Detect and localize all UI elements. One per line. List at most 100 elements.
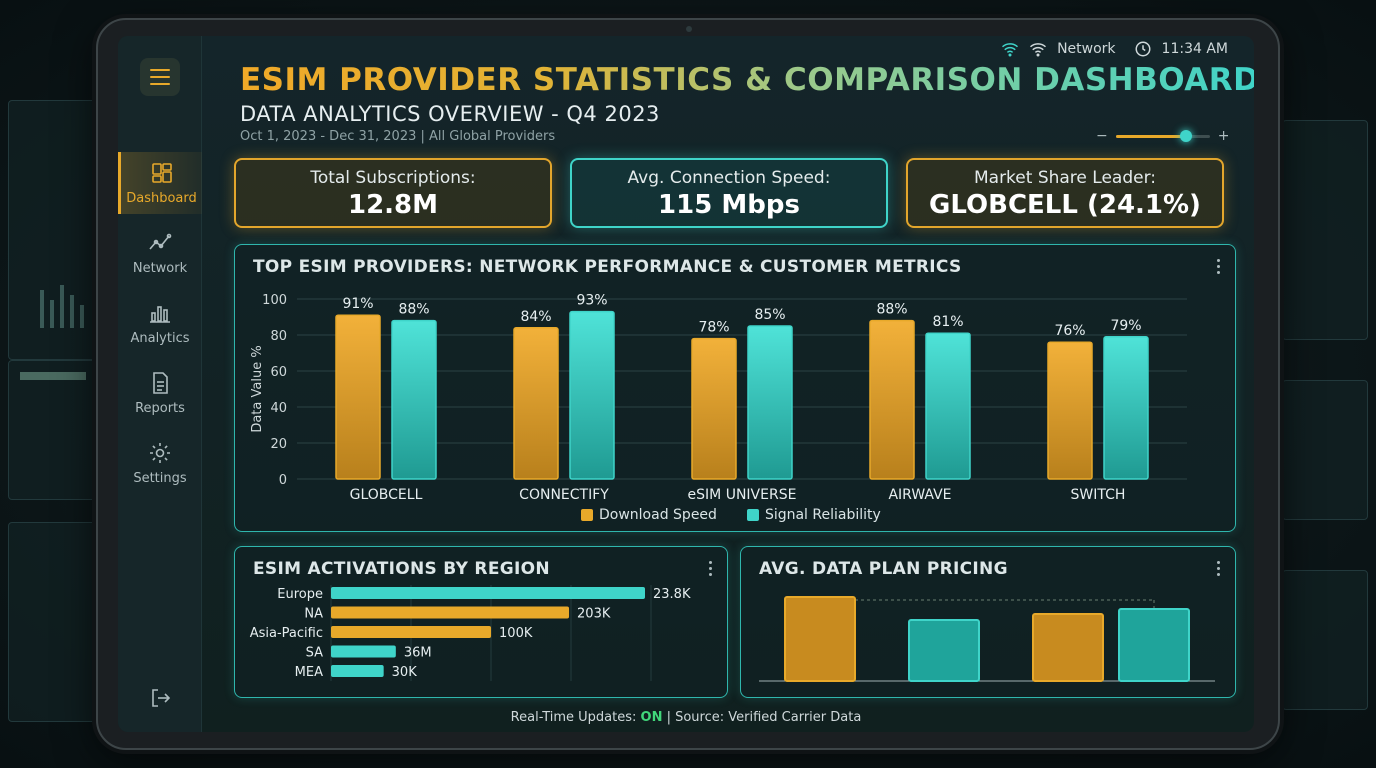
bar-download-speed — [335, 314, 381, 480]
dashboard-icon — [151, 162, 172, 183]
background-bar — [70, 295, 74, 328]
wifi-signal-icon — [1030, 43, 1047, 57]
region-value-label: 23.8K — [653, 587, 691, 602]
panel-title: AVG. DATA PLAN PRICING — [759, 559, 1008, 579]
date-range: Oct 1, 2023 - Dec 31, 2023 | All Global … — [240, 129, 556, 144]
pricing-bar — [908, 619, 980, 682]
zoom-out-button[interactable]: − — [1096, 128, 1108, 144]
sidebar-item-dashboard[interactable]: Dashboard — [118, 152, 202, 214]
background-panel-right — [1282, 120, 1368, 340]
data-label: 88% — [398, 302, 429, 318]
data-plan-pricing-chart — [759, 596, 1215, 682]
x-tick-label: eSIM UNIVERSE — [688, 487, 797, 503]
hamburger-icon — [150, 69, 170, 71]
panel-menu-icon[interactable] — [1217, 259, 1221, 277]
data-label: 91% — [342, 296, 373, 312]
region-activations-chart: Europe 23.8K NA 203K Asia-Pacific 100K SA 36M ME… — [250, 585, 691, 681]
y-tick-label: 0 — [279, 473, 287, 488]
data-label: 79% — [1110, 318, 1141, 334]
pricing-bar — [1032, 613, 1104, 682]
region-activations-panel: ESIM ACTIVATIONS BY REGION Europe 23.8K NA… — [234, 546, 728, 698]
kpi-value: GLOBCELL (24.1%) — [929, 190, 1201, 220]
bar-download-speed — [691, 337, 737, 480]
camera — [686, 26, 692, 32]
sidebar-item-label: Dashboard — [126, 190, 197, 206]
kpi-value: 12.8M — [347, 190, 439, 220]
settings-icon — [150, 442, 170, 463]
clock-time: 11:34 AM — [1161, 41, 1228, 57]
sidebar-item-label: Settings — [133, 470, 187, 486]
legend-label: Download Speed — [599, 507, 717, 523]
clock-icon — [1135, 41, 1151, 57]
region-bar — [331, 626, 492, 638]
data-label: 85% — [754, 307, 785, 323]
hamburger-menu-button[interactable] — [140, 58, 180, 96]
bar-signal-reliability — [925, 332, 971, 480]
x-tick-label: GLOBCELL — [350, 487, 423, 503]
zoom-in-button[interactable]: + — [1217, 128, 1230, 144]
bar-download-speed — [1047, 341, 1093, 480]
data-label: 93% — [576, 293, 607, 309]
background-panel-left-lower — [8, 360, 96, 500]
legend-item-download-speed[interactable]: Download Speed — [581, 507, 717, 523]
region-value-label: 36M — [404, 646, 432, 661]
background-panel-right-bottom — [1282, 570, 1368, 710]
chart-legend: Download Speed Signal Reliability — [581, 507, 881, 523]
legend-swatch — [581, 509, 593, 521]
x-tick-label: SWITCH — [1071, 487, 1126, 503]
page-subtitle: DATA ANALYTICS OVERVIEW - Q4 2023 — [240, 102, 660, 126]
panel-title: TOP ESIM PROVIDERS: NETWORK PERFORMANCE … — [253, 257, 962, 277]
sidebar-item-network[interactable]: Network — [118, 222, 202, 284]
data-label: 84% — [520, 309, 551, 325]
sidebar-item-reports[interactable]: Reports — [118, 362, 202, 424]
pricing-bar — [784, 596, 856, 682]
sidebar-item-settings[interactable]: Settings — [118, 432, 202, 494]
zoom-slider-thumb[interactable] — [1180, 129, 1193, 142]
network-status-label: Network — [1057, 41, 1116, 57]
region-bar — [331, 606, 570, 619]
x-tick-label: AIRWAVE — [888, 487, 951, 503]
kpi-label: Market Share Leader: — [973, 168, 1157, 188]
zoom-slider[interactable] — [1115, 129, 1210, 142]
zoom-control: − + — [1096, 128, 1229, 144]
live-status: ON — [640, 710, 663, 725]
panel-menu-icon[interactable] — [1217, 561, 1221, 579]
bar-signal-reliability — [747, 325, 793, 480]
data-label: 88% — [876, 302, 907, 318]
background-bar — [80, 305, 84, 328]
region-bar — [331, 587, 645, 599]
pricing-bar — [1118, 608, 1190, 682]
wifi-icon — [1002, 43, 1019, 57]
network-icon — [149, 233, 172, 250]
region-label: SA — [306, 646, 323, 661]
region-value-label: 100K — [499, 626, 533, 641]
panel-title: ESIM ACTIVATIONS BY REGION — [253, 559, 550, 579]
kpi-label: Avg. Connection Speed: — [627, 168, 831, 188]
legend-swatch — [746, 509, 759, 521]
footer-status: Real-Time Updates: ON | Source: Verified… — [118, 710, 1254, 725]
legend-item-signal-reliability[interactable]: Signal Reliability — [746, 507, 881, 523]
logout-icon[interactable] — [148, 686, 172, 710]
data-label: 78% — [698, 320, 729, 336]
region-label: MEA — [295, 665, 323, 680]
sidebar: Dashboard Network Analytics Reports — [118, 36, 202, 732]
panel-menu-icon[interactable] — [709, 561, 713, 579]
y-axis-label: Data Value % — [250, 345, 265, 432]
data-label: 76% — [1054, 323, 1085, 339]
sidebar-item-analytics[interactable]: Analytics — [118, 292, 202, 354]
provider-performance-panel: TOP ESIM PROVIDERS: NETWORK PERFORMANCE … — [234, 244, 1236, 532]
background-panel-left-bottom — [8, 522, 96, 722]
y-tick-label: 100 — [262, 293, 287, 308]
sidebar-item-label: Reports — [135, 400, 185, 416]
kpi-value: 115 Mbps — [658, 190, 800, 220]
zoom-slider-fill — [1115, 134, 1187, 138]
region-label: Asia-Pacific — [250, 626, 323, 641]
background-bar — [40, 290, 44, 328]
footer-prefix: Real-Time Updates: — [510, 710, 641, 725]
background-bar — [50, 300, 54, 328]
background-bar — [60, 285, 64, 328]
sidebar-item-label: Network — [132, 260, 188, 276]
background-bar — [20, 372, 86, 380]
y-tick-label: 80 — [270, 329, 287, 344]
bar-download-speed — [513, 327, 559, 480]
